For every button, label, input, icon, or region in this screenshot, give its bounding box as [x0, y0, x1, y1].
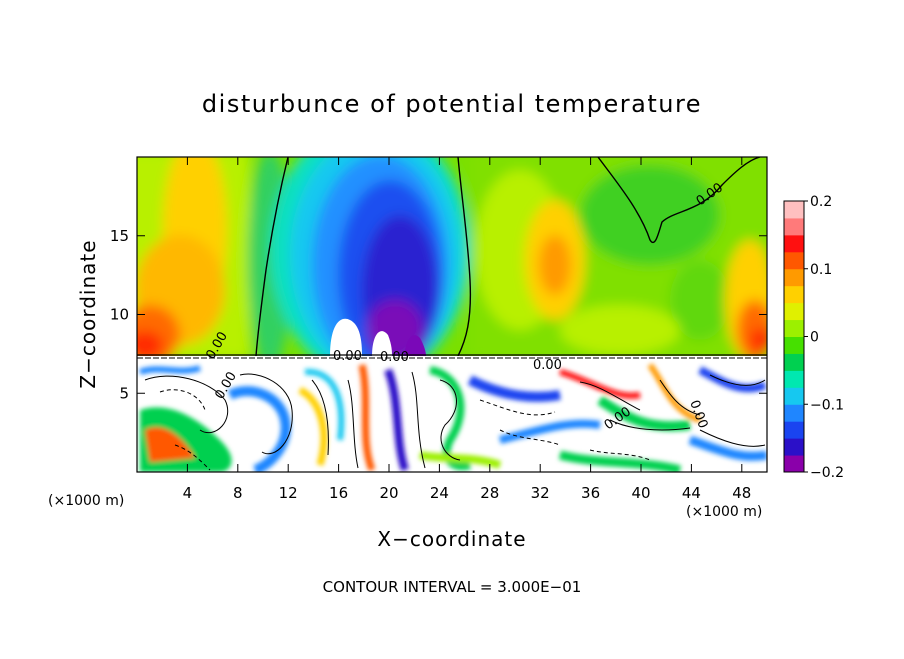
colorbar-swatch: [784, 336, 804, 354]
contour-label: 0.00: [333, 349, 362, 364]
x-tick-label: 16: [329, 484, 348, 502]
colorbar-swatch: [784, 438, 804, 456]
colorbar-tick-label: 0: [810, 330, 819, 346]
colorbar-swatch: [784, 404, 804, 422]
y-axis-label: Z−coordinate: [76, 239, 100, 388]
x-tick-label: 40: [631, 484, 650, 502]
x-tick-label: 8: [233, 484, 243, 502]
x-unit-left: (×1000 m): [48, 493, 124, 509]
x-unit-right: (×1000 m): [686, 504, 762, 520]
y-tick-label: 10: [110, 306, 129, 324]
colorbar-tick-label: −0.2: [810, 465, 844, 481]
x-tick-label: 32: [531, 484, 550, 502]
x-tick-label: 4: [183, 484, 193, 502]
colorbar-swatch: [784, 234, 804, 253]
chart-title: disturbunce of potential temperature: [202, 90, 702, 118]
y-axis: 5 10 15: [110, 227, 767, 402]
colorbar-tick-label: 0.2: [810, 194, 832, 210]
y-tick-label: 15: [110, 227, 129, 245]
lower-field: [137, 356, 767, 472]
colorbar-swatch: [784, 421, 804, 439]
upper-field: [137, 157, 767, 356]
colorbar: 0.2 0.1 0 −0.1 −0.2: [783, 194, 844, 481]
x-tick-label: 24: [430, 484, 449, 502]
x-tick-label: 36: [581, 484, 600, 502]
x-axis-label: X−coordinate: [377, 527, 526, 551]
colorbar-swatch: [784, 319, 804, 337]
colorbar-tick-label: −0.1: [810, 397, 844, 413]
x-tick-label: 28: [480, 484, 499, 502]
colorbar-swatch: [784, 455, 804, 473]
x-tick-label: 48: [732, 484, 751, 502]
colorbar-swatch: [784, 285, 804, 304]
colorbar-swatch: [784, 302, 804, 321]
colorbar-swatch: [784, 217, 804, 236]
y-tick-label: 5: [119, 384, 129, 402]
x-tick-label: 44: [682, 484, 701, 502]
contour-label: 0.00: [533, 358, 562, 373]
colorbar-swatch: [784, 370, 804, 388]
contour-interval-footer: CONTOUR INTERVAL = 3.000E−01: [323, 578, 582, 596]
x-tick-label: 12: [279, 484, 298, 502]
plot-area: [137, 157, 767, 472]
colorbar-swatch: [784, 201, 804, 219]
colorbar-swatch: [784, 268, 804, 287]
colorbar-tick-label: 0.1: [810, 262, 832, 278]
colorbar-swatch: [784, 353, 804, 371]
colorbar-swatch: [784, 251, 804, 270]
colorbar-swatch: [784, 387, 804, 405]
x-axis: 4 8 12 16 20 24 28 32 36 40 44 48: [183, 157, 751, 502]
contour-label: 0.00: [380, 350, 409, 365]
x-tick-label: 20: [379, 484, 398, 502]
